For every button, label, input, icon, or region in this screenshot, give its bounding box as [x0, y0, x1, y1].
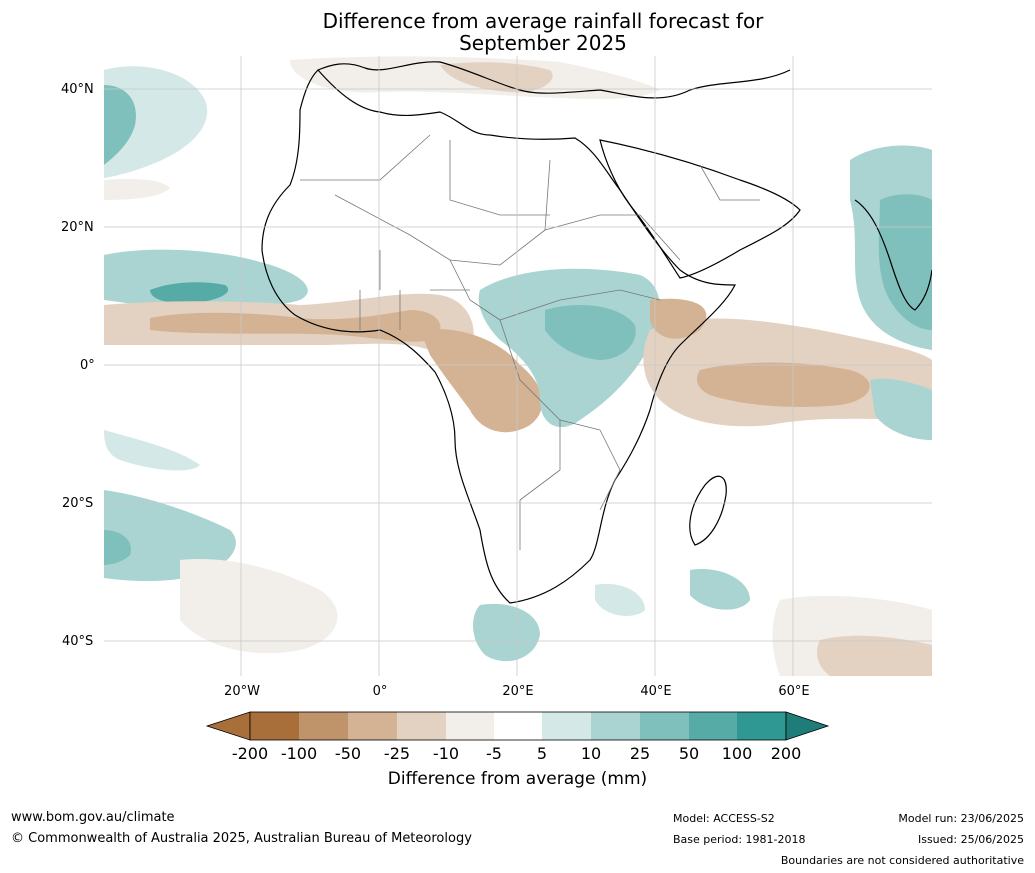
- lon-label-60e: 60°E: [778, 684, 810, 699]
- map-title: Difference from average rainfall forecas…: [0, 10, 1035, 54]
- colorbar: [205, 711, 830, 741]
- colorbar-tick-label: -100: [280, 744, 318, 763]
- colorbar-bin-7: [542, 712, 591, 740]
- title-line-2: September 2025: [459, 31, 627, 55]
- india-coastline: [854, 199, 932, 311]
- disclaimer-text: Boundaries are not considered authoritat…: [780, 854, 1024, 867]
- teal-anomaly-west-africa-core: [150, 282, 229, 304]
- teal-anomaly-arabian-sea-core: [878, 194, 932, 330]
- teal-anomaly-mozambique: [595, 583, 645, 616]
- brown-anomaly-central-africa: [420, 329, 543, 433]
- teal-anomaly-south-atlantic: [104, 490, 236, 582]
- colorbar-bin-3: [348, 712, 397, 740]
- colorbar-bin-11: [737, 712, 786, 740]
- madagascar-coastline: [689, 475, 727, 546]
- colorbar-tick-label: -25: [383, 744, 411, 763]
- lon-label-20w: 20°W: [224, 684, 260, 699]
- lon-label-40e: 40°E: [640, 684, 672, 699]
- brown-anomaly-south-atlantic: [180, 559, 338, 654]
- colorbar-tick-label: 200: [770, 744, 802, 763]
- coastlines: [261, 61, 932, 604]
- brown-anomaly-mediterranean-core: [440, 62, 553, 93]
- lat-label-40s: 40°S: [62, 634, 94, 649]
- model-run-text: Model run: 23/06/2025: [898, 812, 1024, 825]
- colorbar-title: Difference from average (mm): [387, 769, 648, 789]
- teal-anomaly-south-indian-ocean: [870, 378, 932, 440]
- teal-anomaly-atlantic-north: [104, 66, 208, 178]
- colorbar-min-arrow: [205, 711, 251, 741]
- brown-anomaly-southern-ocean-core: [817, 635, 932, 676]
- brown-anomaly-indian-ocean-core: [697, 362, 870, 407]
- country-borders: [300, 134, 760, 550]
- lat-label-20n: 20°N: [61, 220, 94, 235]
- title-line-1: Difference from average rainfall forecas…: [322, 9, 764, 33]
- anomaly-shading: [104, 56, 932, 676]
- africa-coastline: [261, 69, 736, 604]
- lat-label-equator: 0°: [80, 358, 95, 373]
- colorbar-max-arrow: [785, 711, 830, 741]
- base-period-text: Base period: 1981-2018: [673, 833, 806, 846]
- copyright-text: © Commonwealth of Australia 2025, Austra…: [11, 831, 472, 846]
- arabia-coastline: [599, 139, 801, 279]
- brown-anomaly-sahara-west: [104, 178, 170, 200]
- teal-anomaly-central-africa-core: [545, 305, 636, 360]
- colorbar-tick-label: 10: [580, 744, 602, 763]
- model-text: Model: ACCESS-S2: [673, 812, 775, 825]
- brown-anomaly-gulf-guinea-core: [150, 310, 441, 342]
- brown-anomaly-horn: [650, 298, 707, 339]
- teal-anomaly-south-africa: [473, 603, 540, 662]
- teal-anomaly-south-atlantic-core: [104, 530, 131, 565]
- colorbar-bin-1: [250, 712, 299, 740]
- colorbar-tick-label: 50: [678, 744, 700, 763]
- teal-anomaly-equatorial-atlantic: [104, 430, 200, 471]
- colorbar-tick-label: 5: [536, 744, 548, 763]
- map-area: [104, 56, 932, 676]
- lat-label-20s: 20°S: [62, 496, 94, 511]
- colorbar-bin-6: [494, 712, 542, 740]
- lat-label-40n: 40°N: [61, 82, 94, 97]
- colorbar-bin-2: [299, 712, 348, 740]
- colorbar-bin-10: [689, 712, 737, 740]
- teal-anomaly-madagascar-east: [690, 569, 750, 610]
- lon-label-0: 0°: [372, 684, 388, 699]
- issued-text: Issued: 25/06/2025: [917, 833, 1024, 846]
- teal-anomaly-atlantic-north-core: [104, 85, 136, 165]
- colorbar-tick-label: 25: [629, 744, 651, 763]
- colorbar-tick-label: -50: [334, 744, 362, 763]
- colorbar-tick-label: -10: [432, 744, 460, 763]
- website-link[interactable]: www.bom.gov.au/climate: [11, 810, 175, 825]
- colorbar-tick-label: -5: [486, 744, 502, 763]
- graticule: [104, 56, 932, 676]
- colorbar-bin-4: [397, 712, 446, 740]
- colorbar-tick-label: -200: [231, 744, 269, 763]
- colorbar-bin-5: [446, 712, 494, 740]
- colorbar-tick-label: 100: [721, 744, 753, 763]
- colorbar-bin-9: [640, 712, 689, 740]
- colorbar-bin-8: [591, 712, 640, 740]
- lon-label-20e: 20°E: [502, 684, 534, 699]
